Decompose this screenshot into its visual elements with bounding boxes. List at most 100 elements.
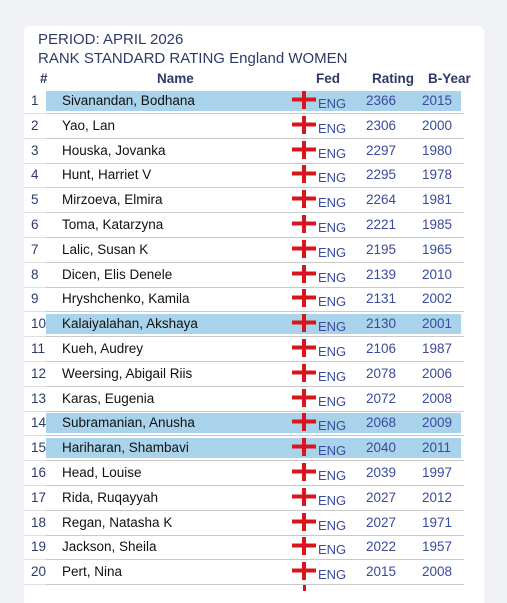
rank-cell: 10	[31, 316, 47, 332]
birth-year-cell: 1965	[422, 241, 453, 257]
rating-cell: 2068	[366, 415, 397, 431]
table-row[interactable]: 5 Mirzoeva, Elmira ENG 2264 1981	[24, 189, 484, 214]
rating-cell: 2027	[366, 514, 397, 530]
player-name-link[interactable]: Kalaiyalahan, Akshaya	[62, 316, 198, 332]
table-row[interactable]: 20 Pert, Nina ENG 2015 2008	[24, 561, 484, 586]
rank-cell: 4	[31, 167, 39, 183]
england-flag-icon	[292, 215, 316, 233]
player-name-link[interactable]: Toma, Katarzyna	[62, 217, 164, 232]
player-name-link[interactable]: Kueh, Audrey	[62, 341, 144, 356]
table-row[interactable]: 10 Kalaiyalahan, Akshaya ENG 2130 2001	[24, 313, 484, 338]
table-row[interactable]: 18 Regan, Natasha K ENG 2027 1971	[24, 512, 484, 537]
england-flag-icon	[292, 264, 316, 283]
player-name-link[interactable]: Weersing, Abigail Riis	[62, 365, 193, 381]
row-divider	[24, 212, 46, 214]
player-name-link[interactable]: Rida, Ruqayyah	[62, 489, 159, 505]
england-flag-icon	[292, 413, 316, 432]
birth-year-cell: 2001	[422, 316, 453, 332]
player-name-link[interactable]: Regan, Natasha K	[62, 514, 173, 530]
england-flag-icon	[292, 91, 316, 109]
row-divider	[24, 460, 46, 462]
table-row[interactable]: 13 Karas, Eugenia ENG 2072 2008	[24, 388, 484, 413]
table-row[interactable]: 11 Kueh, Audrey ENG 2106 1987	[24, 338, 484, 363]
player-name-link[interactable]: Yao, Lan	[62, 117, 116, 133]
england-flag-icon	[292, 190, 316, 209]
england-flag-icon	[292, 314, 316, 333]
row-divider	[46, 534, 464, 536]
table-row[interactable]: 17 Rida, Ruqayyah ENG 2027 2012	[24, 487, 484, 512]
row-divider	[46, 385, 464, 387]
player-name-link[interactable]: Subramanian, Anusha	[62, 415, 195, 431]
birth-year-cell: 2015	[422, 93, 453, 108]
player-name-link[interactable]: Sivanandan, Bodhana	[62, 93, 195, 108]
rank-cell: 3	[31, 142, 39, 158]
table-row[interactable]: 7 Lalic, Susan K ENG 2195 1965	[24, 239, 484, 264]
rank-cell: 6	[31, 217, 39, 232]
rank-cell: 20	[31, 564, 47, 580]
table-row[interactable]: 19 Jackson, Sheila ENG 2022 1957	[24, 536, 484, 561]
birth-year-cell: 2008	[422, 390, 453, 406]
table-row[interactable]: 6 Toma, Katarzyna ENG 2221 1985	[24, 214, 484, 239]
rating-cell: 2195	[366, 241, 397, 257]
table-row[interactable]: 12 Weersing, Abigail Riis ENG 2078 2006	[24, 363, 484, 388]
federation-cell: ENG	[318, 443, 347, 459]
birth-year-cell: 2006	[422, 365, 453, 381]
ranking-card: PERIOD: APRIL 2026 RANK STANDARD RATING …	[24, 26, 484, 603]
table-row[interactable]: 2 Yao, Lan ENG 2306 2000	[24, 115, 484, 140]
federation-cell: ENG	[318, 220, 347, 235]
rank-cell: 15	[31, 440, 47, 456]
rank-cell: 14	[31, 415, 47, 431]
birth-year-cell: 2008	[422, 564, 453, 580]
table-row[interactable]: 16 Head, Louise ENG 2039 1997	[24, 462, 484, 487]
player-name-link[interactable]: Houska, Jovanka	[62, 142, 166, 158]
rating-cell: 2106	[366, 341, 397, 356]
row-divider	[24, 559, 46, 561]
birth-year-cell: 2009	[422, 415, 453, 431]
row-divider	[24, 584, 46, 586]
player-name-link[interactable]: Lalic, Susan K	[62, 241, 149, 257]
federation-cell: ENG	[318, 294, 347, 310]
rating-cell: 2040	[366, 440, 397, 456]
rating-cell: 2306	[366, 117, 397, 133]
birth-year-cell: 1985	[422, 217, 453, 232]
row-divider	[24, 534, 46, 536]
federation-cell: ENG	[318, 170, 347, 186]
rank-cell: 9	[31, 291, 39, 307]
rank-cell: 8	[31, 266, 39, 282]
table-row[interactable]: 9 Hryshchenko, Kamila ENG 2131 2002	[24, 288, 484, 313]
table-row[interactable]: 1 Sivanandan, Bodhana ENG 2366 2015	[24, 90, 484, 115]
table-row[interactable]: 8 Dicen, Elis Denele ENG 2139 2010	[24, 264, 484, 289]
player-name-link[interactable]: Hariharan, Shambavi	[62, 440, 189, 456]
table-row[interactable]: 4 Hunt, Harriet V ENG 2295 1978	[24, 164, 484, 189]
player-name-link[interactable]: Hryshchenko, Kamila	[62, 291, 190, 307]
player-name-link[interactable]: Mirzoeva, Elmira	[62, 192, 163, 208]
rating-cell: 2072	[366, 390, 397, 406]
player-name-link[interactable]: Head, Louise	[62, 465, 142, 480]
table-row[interactable]: 14 Subramanian, Anusha ENG 2068 2009	[24, 412, 484, 437]
player-name-link[interactable]: Pert, Nina	[62, 564, 123, 580]
row-divider	[24, 113, 46, 114]
row-divider	[24, 261, 46, 263]
row-highlight	[46, 314, 461, 335]
player-name-link[interactable]: Karas, Eugenia	[62, 390, 155, 406]
player-name-link[interactable]: Dicen, Elis Denele	[62, 266, 173, 282]
row-divider	[24, 485, 46, 486]
player-name-link[interactable]: Jackson, Sheila	[62, 539, 157, 555]
birth-year-cell: 1957	[422, 539, 453, 555]
england-flag-icon	[292, 487, 316, 506]
england-flag-icon	[292, 363, 316, 382]
rating-cell: 2366	[366, 93, 397, 108]
row-divider	[46, 113, 464, 114]
row-divider	[24, 237, 46, 238]
table-row[interactable]: 15 Hariharan, Shambavi ENG 2040 2011	[24, 437, 484, 462]
row-divider	[24, 385, 46, 387]
federation-cell: ENG	[318, 96, 347, 111]
table-row[interactable]: 3 Houska, Jovanka ENG 2297 1980	[24, 140, 484, 165]
rank-cell: 1	[31, 93, 39, 108]
list-title: RANK STANDARD RATING England WOMEN	[38, 50, 348, 67]
row-divider	[46, 187, 464, 189]
column-header-fed: Fed	[316, 71, 341, 86]
row-divider	[24, 361, 46, 362]
row-divider	[24, 286, 46, 288]
player-name-link[interactable]: Hunt, Harriet V	[62, 167, 152, 183]
